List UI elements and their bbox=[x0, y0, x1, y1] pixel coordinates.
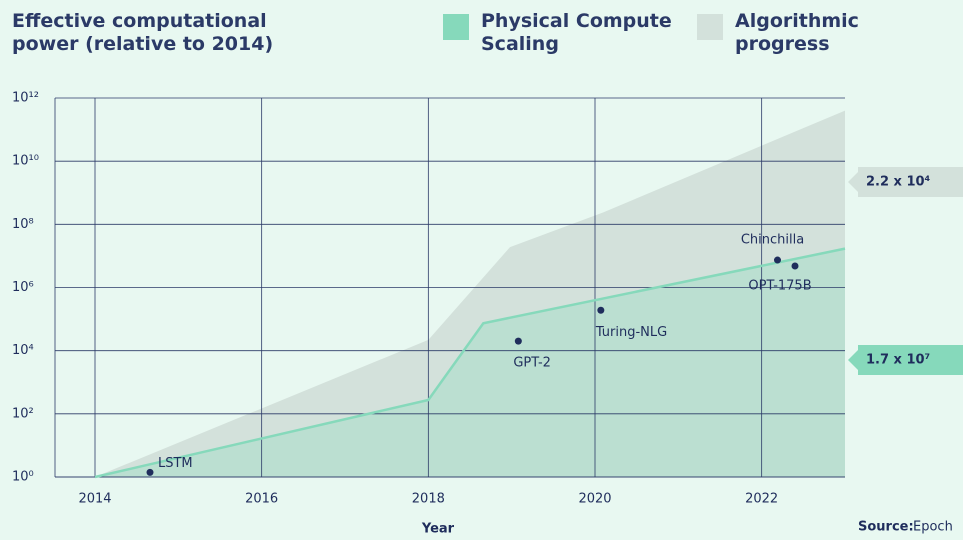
area bbox=[95, 248, 845, 477]
legend-label: Physical Compute Scaling bbox=[481, 10, 672, 55]
annotation: 1.7 x 10⁷ bbox=[866, 353, 930, 368]
y-tick-label: 10⁰ bbox=[12, 470, 34, 485]
model-point bbox=[514, 337, 522, 345]
model-point bbox=[774, 256, 781, 264]
model-point bbox=[791, 262, 799, 270]
legend-label: Algorithmic progress bbox=[735, 10, 859, 55]
source-label: Source: bbox=[858, 520, 914, 535]
x-axis-label: Year bbox=[421, 522, 455, 537]
x-tick-label: 2018 bbox=[412, 492, 445, 507]
y-tick-label: 10¹⁰ bbox=[12, 154, 39, 169]
point-label: Turing-NLG bbox=[595, 325, 667, 340]
model-point bbox=[597, 306, 605, 314]
source: Epoch bbox=[913, 520, 953, 535]
point-label: Chinchilla bbox=[741, 233, 804, 248]
x-tick-label: 2016 bbox=[245, 492, 278, 507]
y-tick-label: 10⁴ bbox=[12, 343, 34, 358]
y-tick-label: 10⁶ bbox=[12, 280, 34, 295]
x-tick-label: 2022 bbox=[745, 492, 778, 507]
model-point bbox=[146, 468, 154, 476]
y-tick-label: 10² bbox=[12, 406, 34, 421]
point-label: GPT-2 bbox=[513, 356, 551, 371]
y-tick-label: 10⁸ bbox=[12, 217, 34, 232]
y-tick-label: 10¹² bbox=[12, 91, 39, 106]
annotation-box bbox=[848, 167, 963, 197]
point-label: LSTM bbox=[158, 456, 193, 471]
chart-title: Effective computational power (relative … bbox=[12, 10, 274, 55]
annotation: 2.2 x 10⁴ bbox=[866, 175, 931, 190]
legend-swatch bbox=[697, 14, 723, 40]
annotation-box bbox=[848, 345, 963, 375]
area bbox=[95, 110, 845, 478]
legend-swatch bbox=[443, 14, 469, 40]
point-label: OPT-175B bbox=[748, 278, 811, 293]
x-tick-label: 2020 bbox=[578, 492, 611, 507]
line bbox=[94, 247, 846, 479]
x-tick-label: 2014 bbox=[78, 492, 111, 507]
